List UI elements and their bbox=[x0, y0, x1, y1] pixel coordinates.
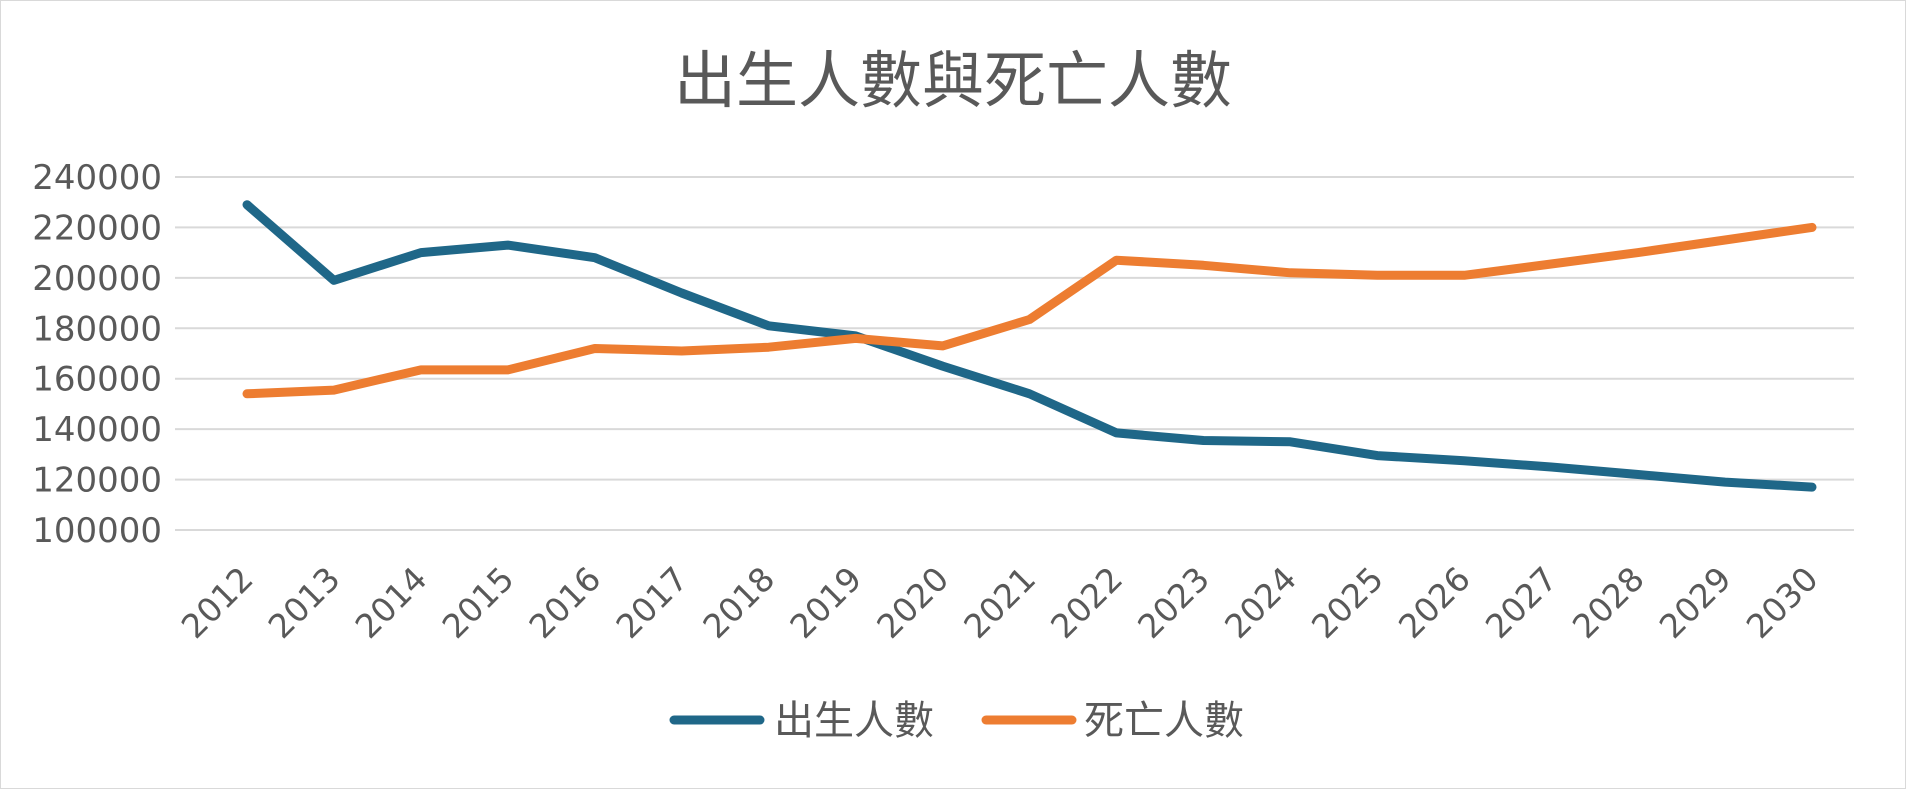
x-tick-label: 2020 bbox=[869, 559, 956, 646]
y-tick-label: 140000 bbox=[32, 410, 162, 450]
series-line-deaths bbox=[242, 222, 1817, 399]
y-tick-label: 180000 bbox=[32, 309, 162, 349]
x-axis-ticks: 2012 2013 2014 2015 2016 2017 2018 2019 2020 2021… bbox=[174, 559, 1826, 646]
series-lines bbox=[242, 200, 1817, 492]
x-tick-label: 2023 bbox=[1130, 559, 1217, 646]
legend-label-deaths: 死亡人數 bbox=[1084, 698, 1244, 744]
x-tick-label: 2017 bbox=[608, 559, 695, 646]
x-tick-label: 2015 bbox=[435, 559, 522, 646]
x-tick-label: 2028 bbox=[1565, 559, 1652, 646]
x-tick-label: 2022 bbox=[1043, 559, 1130, 646]
legend-label-births: 出生人數 bbox=[774, 698, 934, 744]
x-tick-label: 2021 bbox=[956, 559, 1043, 646]
x-tick-label: 2025 bbox=[1304, 559, 1391, 646]
x-tick-label: 2029 bbox=[1652, 559, 1739, 646]
x-tick-label: 2016 bbox=[521, 559, 608, 646]
y-tick-label: 120000 bbox=[32, 461, 162, 501]
y-tick-label: 240000 bbox=[32, 158, 162, 198]
chart-title: 出生人數與死亡人數 bbox=[674, 44, 1232, 117]
y-tick-label: 200000 bbox=[32, 259, 162, 299]
legend: 出生人數 死亡人數 bbox=[669, 698, 1244, 744]
y-tick-label: 160000 bbox=[32, 360, 162, 400]
x-tick-label: 2013 bbox=[261, 559, 348, 646]
y-axis-ticks: 240000 220000 200000 180000 160000 140000 1200… bbox=[32, 158, 162, 551]
y-tick-label: 220000 bbox=[32, 208, 162, 248]
x-tick-label: 2014 bbox=[348, 559, 435, 646]
x-tick-label: 2024 bbox=[1217, 559, 1304, 646]
x-tick-label: 2027 bbox=[1478, 559, 1565, 646]
x-tick-label: 2030 bbox=[1739, 559, 1826, 646]
x-tick-label: 2012 bbox=[174, 559, 261, 646]
x-tick-label: 2019 bbox=[782, 559, 869, 646]
x-tick-label: 2018 bbox=[695, 559, 782, 646]
y-tick-label: 100000 bbox=[32, 511, 162, 551]
gridlines bbox=[175, 176, 1854, 531]
x-tick-label: 2026 bbox=[1391, 559, 1478, 646]
series-line-births bbox=[242, 200, 1817, 492]
